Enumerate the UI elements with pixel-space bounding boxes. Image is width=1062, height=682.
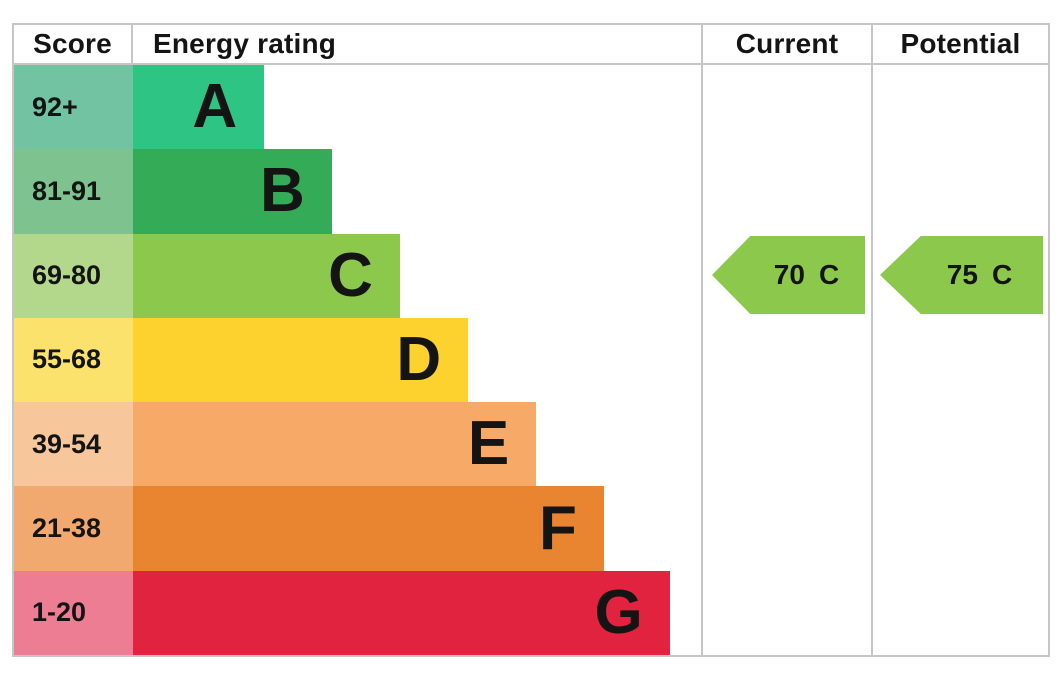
rating-letter-d: D <box>396 324 442 394</box>
band-row-f: F <box>133 486 701 571</box>
score-range-label: 21-38 <box>32 513 102 544</box>
score-range-label: 69-80 <box>32 260 102 291</box>
rating-bar-b: B <box>133 149 332 234</box>
rating-bar-d: D <box>133 317 469 403</box>
rating-bar-a: A <box>133 65 265 150</box>
band-row-g: G <box>133 570 701 655</box>
current-header: Current <box>703 25 871 65</box>
score-range-cell-c: 69-80 <box>14 233 133 318</box>
score-range-cell-e: 39-54 <box>14 402 133 487</box>
rating-bar-c: C <box>133 233 400 318</box>
band-row-a: A <box>133 65 701 150</box>
rating-bar-f: F <box>133 486 604 571</box>
score-range-cell-g: 1-20 <box>14 570 133 655</box>
current-rating-arrow: 70 C <box>712 236 865 314</box>
band-row-c: C <box>133 233 701 318</box>
current-rating-band-letter: C <box>818 259 840 290</box>
band-row-e: E <box>133 402 701 487</box>
energy-rating-column: Energy rating A B C D E F G <box>133 25 701 655</box>
score-header: Score <box>14 25 133 65</box>
current-column-body: 70 C <box>703 65 871 655</box>
score-range-label: 1-20 <box>32 597 87 628</box>
score-range-label: 55-68 <box>32 344 102 375</box>
rating-letter-e: E <box>467 409 510 479</box>
rating-letter-f: F <box>538 493 577 563</box>
potential-column: Potential 75 C <box>871 25 1048 655</box>
score-range-cell-f: 21-38 <box>14 486 133 571</box>
score-range-label: 81-91 <box>32 175 102 206</box>
current-rating-value: 70 <box>773 259 805 290</box>
score-range-cell-d: 55-68 <box>14 317 133 403</box>
rating-letter-a: A <box>192 72 238 142</box>
potential-rating-value: 75 <box>946 259 978 290</box>
score-range-label: 39-54 <box>32 428 102 459</box>
current-column: Current 70 C <box>701 25 871 655</box>
score-range-label: 92+ <box>32 91 78 122</box>
band-row-d: D <box>133 317 701 403</box>
energy-rating-header: Energy rating <box>133 25 701 65</box>
rating-bar-g: G <box>133 570 670 655</box>
potential-rating-arrow: 75 C <box>880 236 1043 314</box>
rating-letter-b: B <box>260 156 305 226</box>
band-row-b: B <box>133 149 701 234</box>
rating-letter-c: C <box>328 240 373 310</box>
score-column: Score 92+ 81-91 69-80 55-68 39-54 21-38 … <box>14 25 133 655</box>
epc-rating-chart: Score 92+ 81-91 69-80 55-68 39-54 21-38 … <box>12 23 1050 657</box>
score-range-cell-a: 92+ <box>14 65 133 150</box>
rating-bar-e: E <box>133 402 537 487</box>
score-range-cell-b: 81-91 <box>14 149 133 234</box>
potential-column-body: 75 C <box>873 65 1048 655</box>
rating-letter-g: G <box>594 577 643 647</box>
potential-header: Potential <box>873 25 1048 65</box>
potential-rating-band-letter: C <box>991 259 1013 290</box>
